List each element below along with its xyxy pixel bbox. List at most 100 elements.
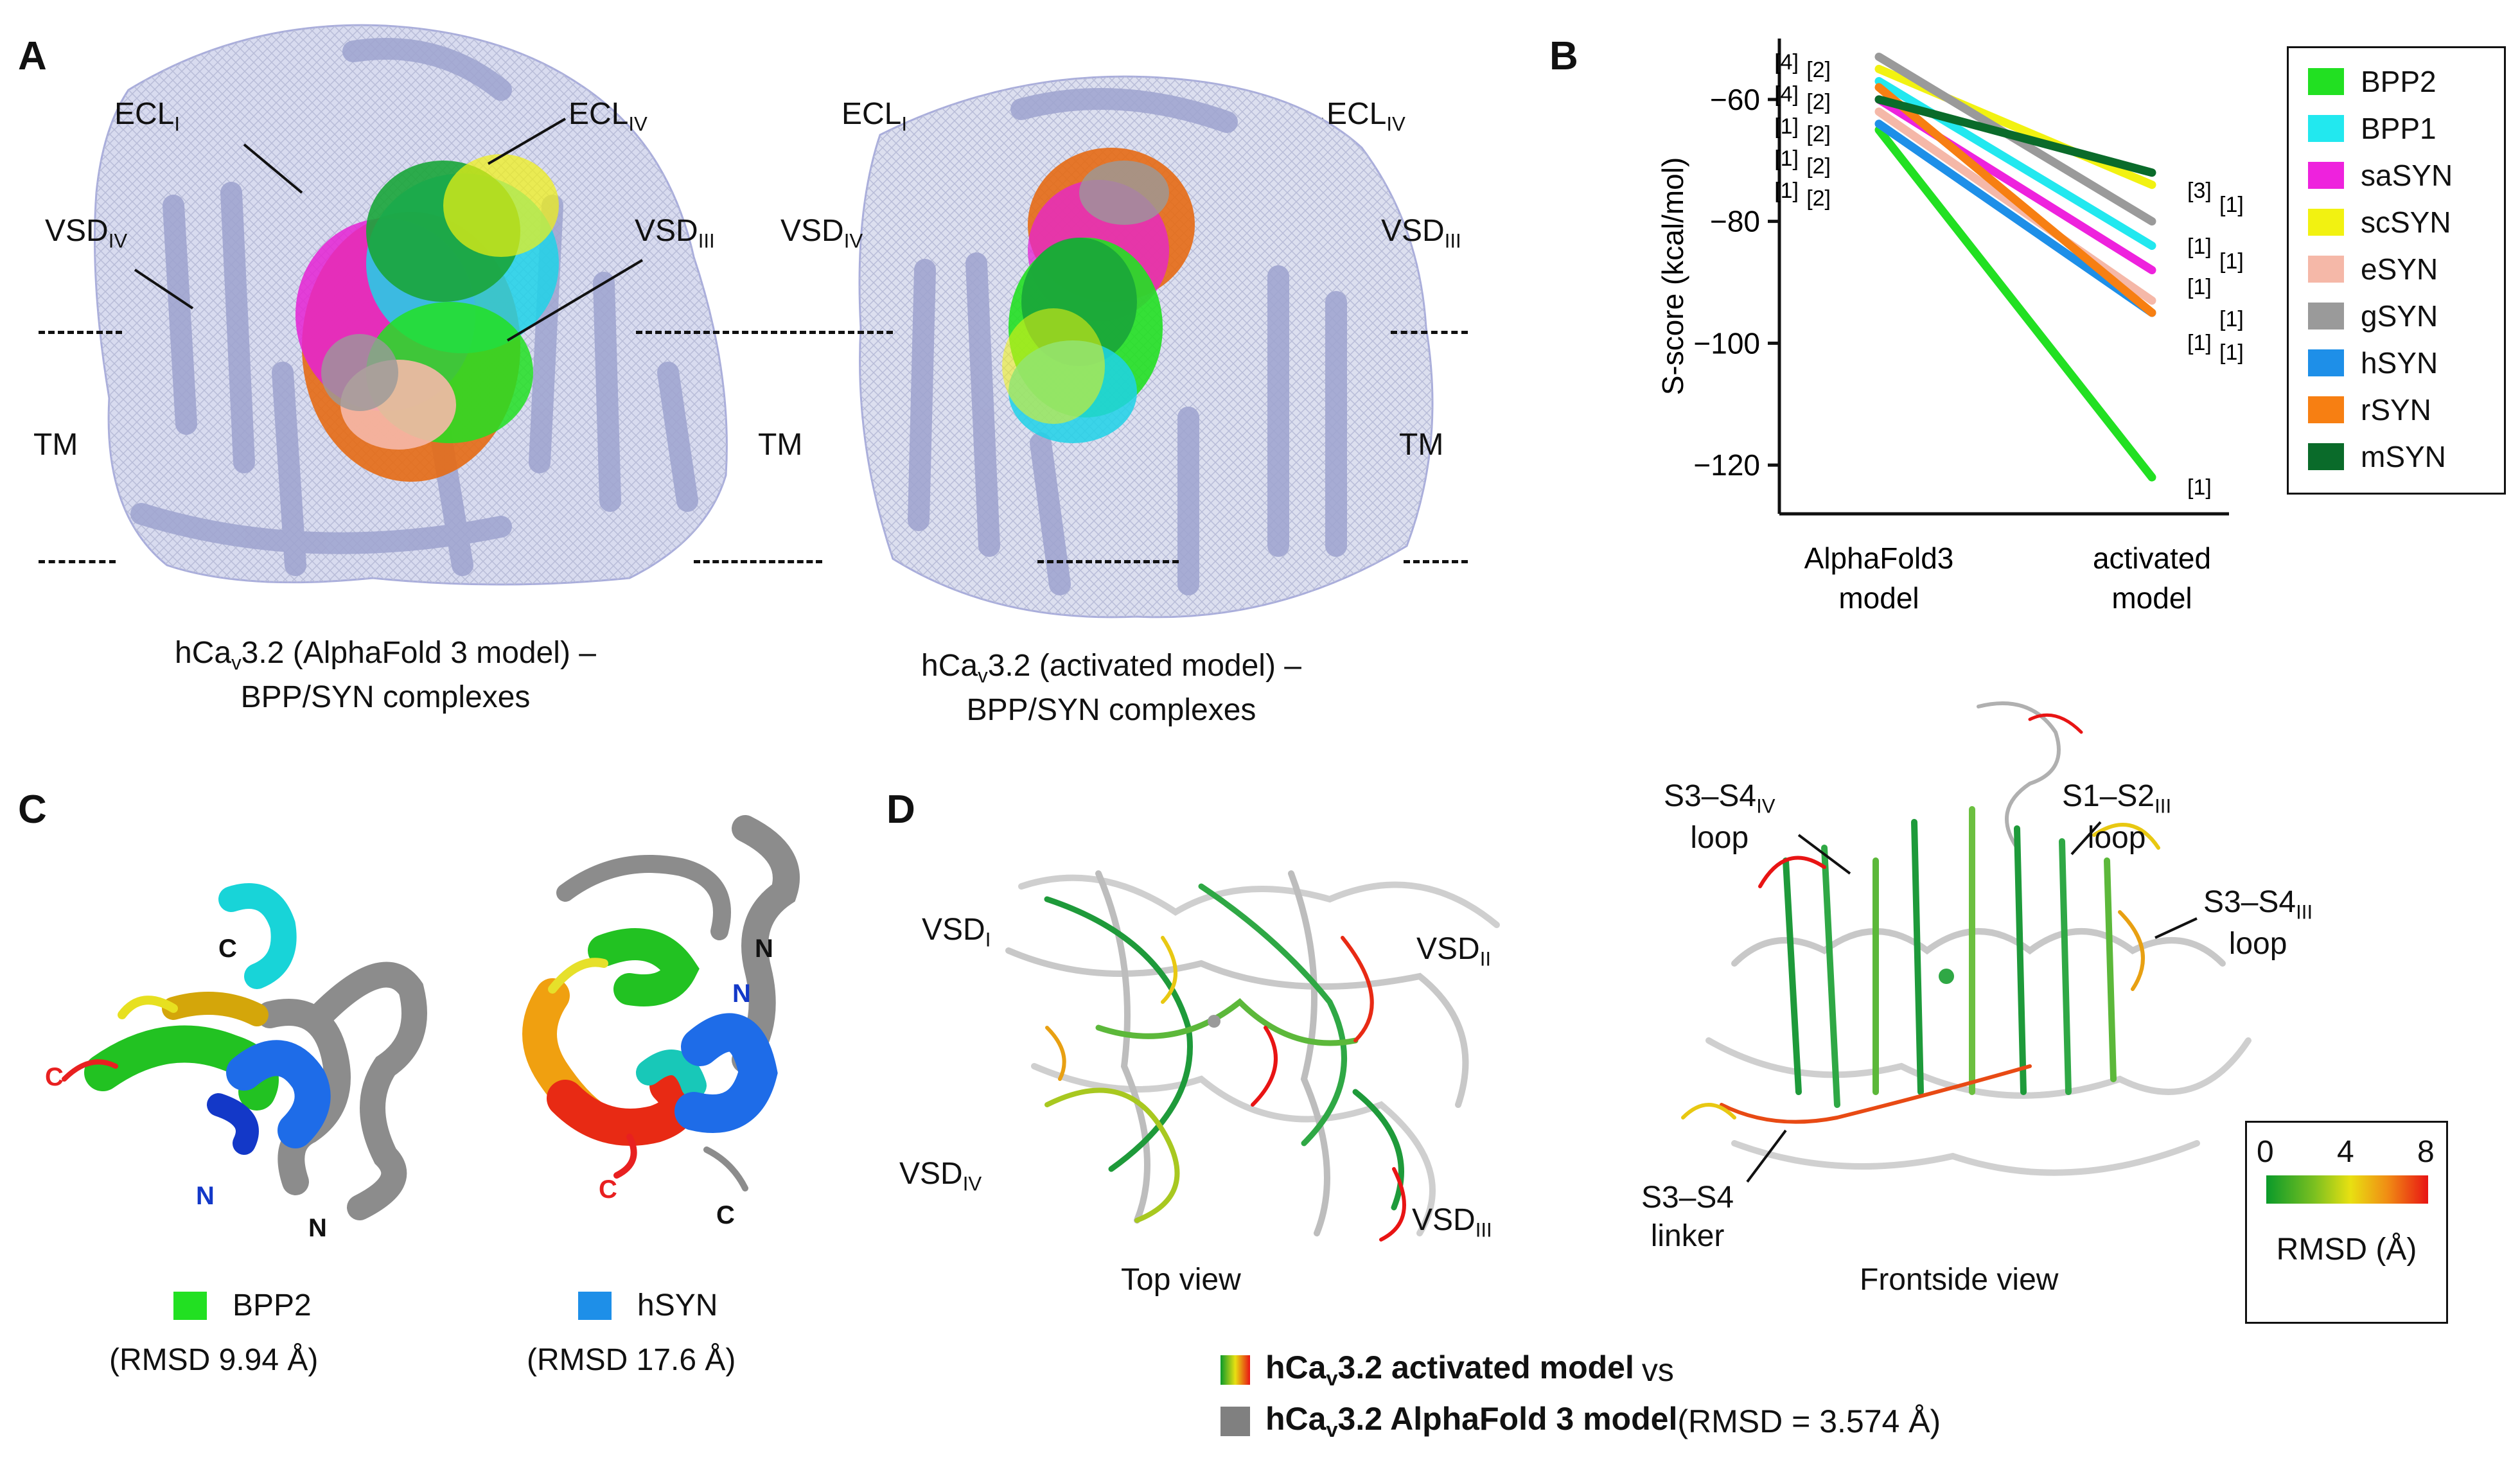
left-annotation: [2]: [1806, 90, 1831, 114]
legend-label: rSYN: [2361, 393, 2431, 426]
d-bottom-legend-line2: hCav3.2 AlphaFold 3 model (RMSD = 3.574 …: [1220, 1400, 1941, 1442]
legend-swatch: [2308, 256, 2344, 283]
panel-a-letter: A: [18, 34, 47, 78]
legend-swatch: [2308, 162, 2344, 189]
d-s1s2-iii-loop-label: S1–S2III loop: [2062, 779, 2172, 855]
right-annotation: [1]: [2219, 193, 2244, 217]
d-vsd-iii-label: VSDIII: [1412, 1203, 1492, 1242]
legend-item: mSYN: [2308, 437, 2446, 476]
panel-d-letter: D: [886, 787, 915, 832]
left-annotation: [4]: [1774, 82, 1799, 107]
c-bpp2-rmsd: (RMSD 9.94 Å): [109, 1343, 319, 1377]
d-frontside-view-label: Frontside view: [1860, 1263, 2059, 1297]
panel-d-frontside-view-image: [1681, 701, 2251, 1176]
panel-c-bpp2-structure-image: [62, 883, 427, 1220]
left-annotation: [2]: [1806, 186, 1831, 211]
legend-label: mSYN: [2361, 440, 2446, 473]
rmsd-tick-label: 4: [2337, 1135, 2354, 1169]
c-bpp2-n-label: N: [196, 1182, 215, 1210]
a-right-membrane-bottom-dash-mid: [1037, 560, 1179, 563]
left-annotation: [1]: [1774, 179, 1799, 203]
x-tick-label: model: [2111, 581, 2192, 615]
legend-label: scSYN: [2361, 206, 2451, 239]
series-line-rSYN: [1874, 83, 2156, 317]
a-right-membrane-top-dash-right: [1391, 331, 1468, 334]
rmsd-colorbar-box: 0 4 8 RMSD (Å): [2245, 1121, 2448, 1324]
c-hsyn-rmsd: (RMSD 17.6 Å): [527, 1343, 736, 1377]
legend-item: saSYN: [2308, 156, 2453, 195]
c-hsyn-legend-text: hSYN: [637, 1288, 718, 1322]
legend-label: gSYN: [2361, 299, 2438, 333]
x-tick-label: activated: [2093, 541, 2211, 575]
legend-item: scSYN: [2308, 203, 2451, 242]
c-hsyn-c-gray-label: C: [716, 1201, 735, 1229]
c-bpp2-legend: BPP2: [173, 1288, 312, 1323]
right-annotation: [1]: [2187, 331, 2212, 355]
y-tick-label: −60: [1710, 83, 1760, 116]
a-right-membrane-bottom-dash-right: [1404, 560, 1468, 563]
a-right-membrane-top-dash-left: [636, 331, 893, 334]
legend-swatch: [2308, 68, 2344, 95]
a-left-tm-label: TM: [33, 428, 78, 462]
rmsd-tick-row: 0 4 8: [2257, 1134, 2435, 1173]
legend-swatch: [2308, 209, 2344, 236]
a-right-caption: hCav3.2 (activated model) – BPP/SYN comp…: [921, 649, 1301, 727]
right-annotation: [1]: [2187, 475, 2212, 500]
series-line-hSYN: [1874, 119, 2156, 317]
legend-item: BPP2: [2308, 62, 2436, 101]
rmsd-label: RMSD (Å): [2276, 1233, 2417, 1267]
a-right-vsd-iv-label: VSDIV: [780, 214, 863, 252]
legend-item: rSYN: [2308, 391, 2431, 429]
legend-item: BPP1: [2308, 109, 2436, 148]
c-bpp2-swatch: [173, 1291, 207, 1320]
legend-swatch: [2308, 396, 2344, 423]
panel-a-left-structure-image: [94, 24, 728, 586]
d-vsd-i-label: VSDI: [922, 913, 991, 951]
a-right-tm-right-label: TM: [1399, 428, 1444, 462]
legend-item: eSYN: [2308, 250, 2438, 288]
legend-swatch: [2308, 443, 2344, 470]
a-left-membrane-top-dash: [39, 331, 122, 334]
c-hsyn-n-label: N: [732, 979, 751, 1008]
d-s3s4-iii-loop-label: S3–S4III loop: [2203, 885, 2313, 961]
a-left-vsd-iii-label: VSDIII: [635, 214, 715, 252]
panel-b-letter: B: [1549, 34, 1578, 78]
panel-c-letter: C: [18, 787, 47, 832]
x-tick-label: model: [1838, 581, 1919, 615]
legend-label: hSYN: [2361, 346, 2438, 380]
rmsd-gradient-bar: [2266, 1175, 2428, 1204]
c-hsyn-n-gray-label: N: [755, 935, 773, 963]
right-annotation: [1]: [2219, 307, 2244, 331]
left-annotation: [1]: [1774, 114, 1799, 139]
a-left-ecl-i-label: ECLI: [114, 97, 181, 136]
rmsd-tick-label: 8: [2417, 1135, 2435, 1169]
a-right-membrane-bottom-dash-left: [694, 560, 822, 563]
left-annotation: [2]: [1806, 154, 1831, 179]
a-right-ecl-iv-label: ECLIV: [1326, 97, 1405, 136]
d-vsd-ii-label: VSDII: [1416, 932, 1492, 971]
panel-b-chart: −60 −80 −100 −120 S-score (kcal/mol) AlphaFol…: [1656, 39, 2244, 615]
legend-label: BPP2: [2361, 65, 2436, 98]
panel-d-top-view-image: [1005, 870, 1500, 1242]
series-line-BPP2: [1874, 125, 2156, 482]
rmsd-tick-label: 0: [2257, 1135, 2274, 1169]
series-line-mSYN: [1874, 95, 2156, 177]
legend-swatch: [2308, 115, 2344, 142]
d-bottom-legend-line1: hCav3.2 activated model vs: [1220, 1349, 1674, 1391]
a-left-membrane-bottom-dash: [39, 560, 116, 563]
legend-swatch: [2308, 349, 2344, 376]
a-right-tm-left-label: TM: [758, 428, 803, 462]
d-vsd-iv-label: VSDIV: [899, 1157, 982, 1195]
d-gray-swatch: [1220, 1406, 1250, 1436]
legend-label: saSYN: [2361, 159, 2453, 192]
legend-swatch: [2308, 303, 2344, 329]
c-bpp2-c-gray-label: C: [218, 935, 237, 963]
y-tick-label: −100: [1693, 326, 1760, 360]
y-axis-label: S-score (kcal/mol): [1656, 157, 1689, 396]
left-annotation: [1]: [1774, 146, 1799, 171]
right-annotation: [3]: [2187, 179, 2212, 203]
panel-b-legend: BPP2 BPP1 saSYN scSYN eSYN gSYN hSYN rSYN mSYN: [2287, 46, 2506, 495]
series-line-eSYN: [1874, 107, 2156, 305]
c-bpp2-legend-text: BPP2: [233, 1288, 312, 1322]
legend-label: eSYN: [2361, 252, 2438, 286]
